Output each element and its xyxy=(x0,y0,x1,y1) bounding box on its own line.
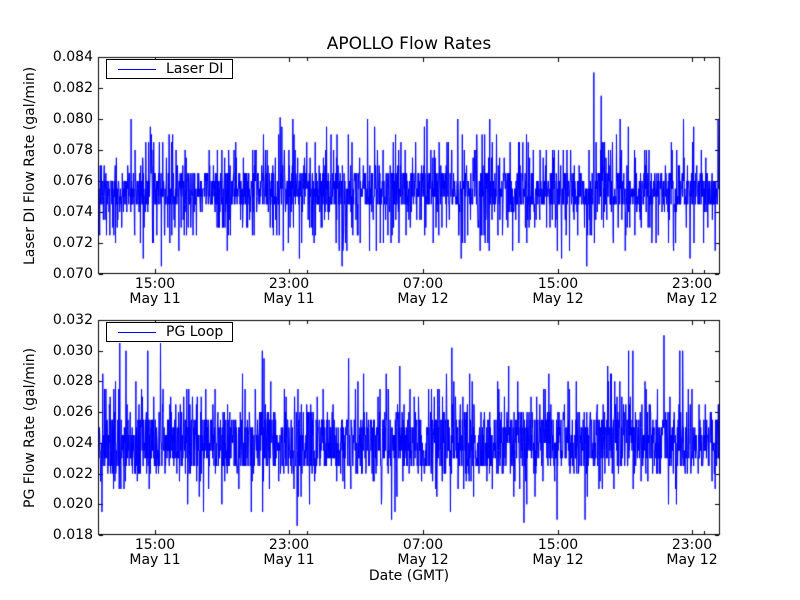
x-tick-date: May 12 xyxy=(666,552,718,568)
x-tick-date: May 12 xyxy=(532,291,584,307)
y-tick-label: 0.018 xyxy=(52,527,93,543)
x-tick-label: 15:00 May 12 xyxy=(513,538,603,568)
y-tick-label: 0.076 xyxy=(52,173,93,189)
x-axis-label: Date (GMT) xyxy=(368,568,450,584)
x-tick-time: 07:00 xyxy=(402,276,444,292)
y-tick-label: 0.078 xyxy=(52,142,93,158)
x-tick-time: 15:00 xyxy=(537,537,579,553)
y-tick-label: 0.026 xyxy=(52,404,93,420)
x-tick-label: 23:00 May 12 xyxy=(647,538,737,568)
x-tick-label: 07:00 May 12 xyxy=(378,538,468,568)
y-tick-label: 0.030 xyxy=(52,343,93,359)
x-tick-time: 15:00 xyxy=(537,276,579,292)
y-tick-label: 0.020 xyxy=(52,496,93,512)
x-tick-time: 23:00 xyxy=(671,537,713,553)
x-tick-label: 23:00 May 11 xyxy=(244,538,334,568)
x-tick-label: 07:00 May 12 xyxy=(378,277,468,307)
chart-title: APOLLO Flow Rates xyxy=(326,34,492,54)
y-tick-label: 0.082 xyxy=(52,80,93,96)
x-tick-time: 15:00 xyxy=(134,276,176,292)
x-tick-date: May 11 xyxy=(129,291,181,307)
legend-line-sample-icon xyxy=(118,68,156,70)
y-tick-label: 0.074 xyxy=(52,204,93,220)
legend-label: PG Loop xyxy=(166,324,224,340)
y-tick-label: 0.032 xyxy=(52,312,93,328)
x-tick-date: May 12 xyxy=(666,291,718,307)
y-tick-label: 0.070 xyxy=(52,266,93,282)
y-tick-label: 0.024 xyxy=(52,435,93,451)
x-tick-date: May 12 xyxy=(397,552,449,568)
x-tick-label: 15:00 May 11 xyxy=(110,277,200,307)
x-tick-time: 07:00 xyxy=(402,537,444,553)
legend-line-sample-icon xyxy=(118,331,156,333)
x-tick-label: 15:00 May 11 xyxy=(110,538,200,568)
x-tick-label: 15:00 May 12 xyxy=(513,277,603,307)
x-tick-date: May 11 xyxy=(263,291,315,307)
y-tick-label: 0.080 xyxy=(52,111,93,127)
x-tick-date: May 11 xyxy=(263,552,315,568)
y-tick-label: 0.084 xyxy=(52,49,93,65)
y-tick-label: 0.022 xyxy=(52,466,93,482)
x-tick-time: 23:00 xyxy=(268,537,310,553)
legend-laser-di: Laser DI xyxy=(106,59,234,79)
x-tick-date: May 11 xyxy=(129,552,181,568)
y-tick-label: 0.028 xyxy=(52,373,93,389)
legend-pg-loop: PG Loop xyxy=(106,322,234,342)
x-tick-label: 23:00 May 11 xyxy=(244,277,334,307)
x-tick-time: 23:00 xyxy=(671,276,713,292)
x-tick-time: 15:00 xyxy=(134,537,176,553)
legend-label: Laser DI xyxy=(166,61,224,77)
x-tick-label: 23:00 May 12 xyxy=(647,277,737,307)
x-tick-date: May 12 xyxy=(532,552,584,568)
x-tick-date: May 12 xyxy=(397,291,449,307)
x-tick-time: 23:00 xyxy=(268,276,310,292)
y-tick-label: 0.072 xyxy=(52,235,93,251)
